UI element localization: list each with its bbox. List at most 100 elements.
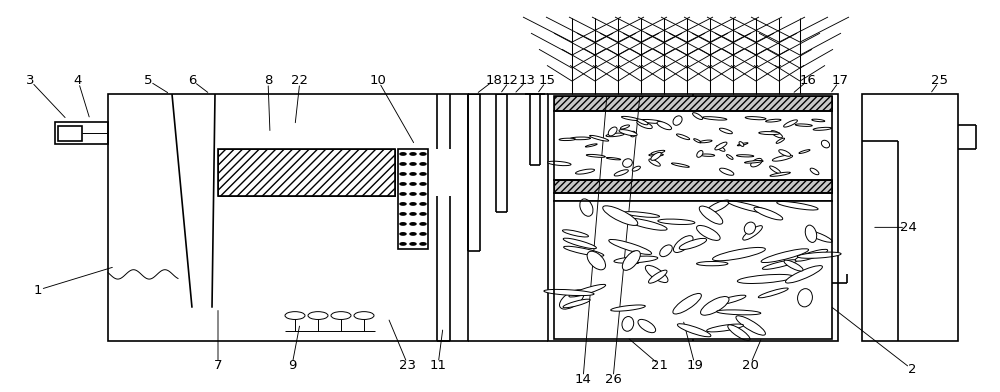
Text: 15: 15: [538, 74, 556, 87]
Ellipse shape: [563, 238, 596, 249]
Circle shape: [410, 203, 416, 205]
Text: 13: 13: [518, 74, 536, 87]
Ellipse shape: [799, 150, 810, 153]
Text: 25: 25: [932, 74, 948, 87]
Ellipse shape: [622, 250, 640, 270]
Bar: [554, 201, 832, 339]
Circle shape: [400, 163, 406, 165]
Ellipse shape: [785, 266, 822, 283]
Ellipse shape: [719, 128, 732, 134]
Ellipse shape: [625, 218, 649, 226]
Circle shape: [410, 173, 416, 175]
Ellipse shape: [770, 166, 781, 174]
Ellipse shape: [701, 296, 729, 315]
Bar: [218, 149, 395, 196]
Ellipse shape: [754, 207, 783, 220]
Ellipse shape: [700, 140, 712, 143]
Ellipse shape: [609, 240, 652, 254]
Ellipse shape: [712, 295, 746, 305]
Ellipse shape: [715, 142, 727, 150]
Circle shape: [420, 213, 426, 215]
Circle shape: [410, 163, 416, 165]
Text: 8: 8: [264, 74, 272, 87]
Text: 5: 5: [144, 74, 152, 87]
Text: 7: 7: [214, 359, 222, 372]
Ellipse shape: [726, 154, 733, 160]
Circle shape: [420, 193, 426, 195]
Circle shape: [410, 213, 416, 215]
Ellipse shape: [640, 120, 662, 123]
Ellipse shape: [673, 116, 682, 125]
Ellipse shape: [614, 170, 628, 176]
Ellipse shape: [673, 294, 701, 314]
Ellipse shape: [813, 127, 832, 130]
Ellipse shape: [614, 256, 658, 263]
Circle shape: [400, 213, 406, 215]
Circle shape: [410, 233, 416, 235]
Ellipse shape: [606, 133, 624, 137]
Text: 2: 2: [908, 363, 916, 376]
Circle shape: [420, 183, 426, 185]
Ellipse shape: [619, 130, 637, 136]
Ellipse shape: [651, 151, 665, 154]
Ellipse shape: [758, 288, 788, 298]
Ellipse shape: [587, 251, 606, 270]
Ellipse shape: [645, 265, 668, 283]
Ellipse shape: [564, 246, 604, 256]
Ellipse shape: [739, 142, 744, 147]
Ellipse shape: [620, 125, 630, 129]
Ellipse shape: [580, 199, 593, 216]
Circle shape: [400, 153, 406, 155]
Ellipse shape: [784, 260, 803, 271]
Text: 4: 4: [74, 74, 82, 87]
Ellipse shape: [626, 218, 667, 230]
Circle shape: [400, 173, 406, 175]
Bar: [554, 193, 832, 201]
Ellipse shape: [720, 168, 734, 175]
Ellipse shape: [697, 261, 728, 266]
Ellipse shape: [759, 132, 780, 134]
Ellipse shape: [706, 200, 730, 213]
Ellipse shape: [736, 316, 765, 335]
Circle shape: [420, 163, 426, 165]
Ellipse shape: [717, 310, 761, 315]
Ellipse shape: [745, 160, 763, 163]
Ellipse shape: [744, 222, 756, 234]
Ellipse shape: [637, 121, 652, 129]
Ellipse shape: [673, 236, 693, 252]
Bar: [862, 94, 958, 341]
Circle shape: [400, 193, 406, 195]
Ellipse shape: [585, 144, 597, 147]
Text: 17: 17: [832, 74, 848, 87]
Ellipse shape: [743, 226, 762, 240]
Ellipse shape: [693, 113, 703, 120]
Ellipse shape: [651, 152, 661, 160]
Circle shape: [420, 223, 426, 225]
Bar: [548, 94, 838, 341]
Bar: [554, 96, 832, 111]
Ellipse shape: [563, 299, 590, 308]
Text: 16: 16: [800, 74, 816, 87]
Ellipse shape: [630, 131, 636, 137]
Ellipse shape: [779, 150, 791, 156]
Text: 21: 21: [652, 359, 668, 372]
Ellipse shape: [677, 324, 711, 337]
Ellipse shape: [737, 155, 754, 157]
Ellipse shape: [623, 159, 632, 167]
Circle shape: [400, 223, 406, 225]
Text: 18: 18: [486, 74, 502, 87]
Circle shape: [410, 193, 416, 195]
Circle shape: [420, 173, 426, 175]
Ellipse shape: [795, 249, 828, 261]
Ellipse shape: [766, 119, 781, 122]
Circle shape: [400, 233, 406, 235]
Circle shape: [400, 243, 406, 245]
Bar: [554, 201, 832, 339]
Ellipse shape: [649, 154, 663, 156]
Text: 22: 22: [292, 74, 308, 87]
Text: 10: 10: [370, 74, 386, 87]
Ellipse shape: [728, 325, 750, 341]
Ellipse shape: [821, 140, 830, 148]
Circle shape: [420, 203, 426, 205]
Bar: [398, 149, 428, 249]
